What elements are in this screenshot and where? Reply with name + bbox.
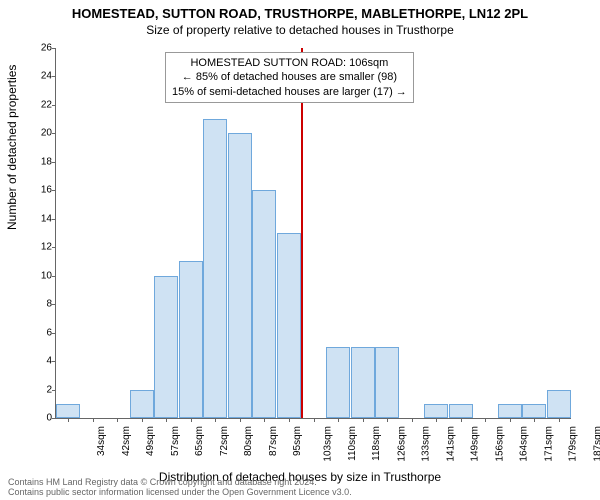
x-tick-label: 141sqm (445, 426, 456, 462)
annotation-line-1: HOMESTEAD SUTTON ROAD: 106sqm (172, 56, 407, 70)
x-tick-label: 110sqm (346, 426, 357, 461)
x-tick-mark (436, 418, 437, 422)
y-tick-mark (52, 418, 56, 419)
x-tick-mark (240, 418, 241, 422)
x-tick-label: 49sqm (145, 426, 156, 456)
chart-container: HOMESTEAD, SUTTON ROAD, TRUSTHORPE, MABL… (0, 0, 600, 500)
y-tick-label: 20 (30, 128, 52, 139)
y-tick-mark (52, 76, 56, 77)
y-tick-label: 10 (30, 270, 52, 281)
x-tick-label: 133sqm (421, 426, 432, 462)
x-tick-mark (461, 418, 462, 422)
x-tick-label: 126sqm (396, 426, 407, 462)
footer-line-2: Contains public sector information licen… (8, 488, 600, 498)
x-tick-label: 34sqm (96, 426, 107, 456)
y-tick-mark (52, 190, 56, 191)
y-tick-mark (52, 390, 56, 391)
y-tick-label: 16 (30, 185, 52, 196)
x-tick-mark (338, 418, 339, 422)
y-tick-mark (52, 247, 56, 248)
y-tick-label: 2 (30, 384, 52, 395)
y-tick-label: 4 (30, 356, 52, 367)
y-tick-mark (52, 133, 56, 134)
x-tick-mark (559, 418, 560, 422)
y-tick-label: 22 (30, 99, 52, 110)
histogram-bar (179, 261, 203, 418)
x-tick-label: 80sqm (243, 426, 254, 456)
histogram-bar (449, 404, 473, 418)
histogram-bar (203, 119, 227, 418)
y-tick-mark (52, 48, 56, 49)
x-tick-label: 42sqm (121, 426, 132, 456)
histogram-bar (154, 276, 178, 418)
x-tick-label: 179sqm (568, 426, 579, 462)
histogram-bar (351, 347, 375, 418)
x-tick-mark (534, 418, 535, 422)
x-tick-label: 72sqm (219, 426, 230, 456)
x-tick-mark (93, 418, 94, 422)
x-tick-mark (264, 418, 265, 422)
histogram-bar (130, 390, 154, 418)
x-tick-mark (191, 418, 192, 422)
x-tick-mark (510, 418, 511, 422)
chart-title: HOMESTEAD, SUTTON ROAD, TRUSTHORPE, MABL… (0, 0, 600, 21)
annotation-box: HOMESTEAD SUTTON ROAD: 106sqm ← 85% of d… (165, 52, 414, 103)
y-tick-label: 6 (30, 327, 52, 338)
histogram-bar (547, 390, 571, 418)
histogram-bar (228, 133, 252, 418)
y-tick-label: 0 (30, 413, 52, 424)
y-tick-label: 8 (30, 299, 52, 310)
histogram-bar (375, 347, 399, 418)
x-tick-label: 171sqm (543, 426, 554, 462)
x-tick-label: 149sqm (470, 426, 481, 462)
x-tick-label: 103sqm (323, 426, 334, 462)
x-tick-label: 57sqm (170, 426, 181, 456)
y-tick-mark (52, 276, 56, 277)
histogram-bar (252, 190, 276, 418)
histogram-bar (326, 347, 350, 418)
x-tick-mark (363, 418, 364, 422)
x-tick-mark (314, 418, 315, 422)
x-tick-label: 156sqm (494, 426, 505, 462)
x-tick-label: 164sqm (519, 426, 530, 462)
x-tick-label: 118sqm (371, 426, 382, 461)
y-tick-mark (52, 219, 56, 220)
histogram-bar (56, 404, 80, 418)
x-tick-mark (117, 418, 118, 422)
chart-subtitle: Size of property relative to detached ho… (0, 21, 600, 37)
y-tick-label: 12 (30, 242, 52, 253)
y-tick-mark (52, 304, 56, 305)
marker-line (301, 48, 303, 418)
chart-area: 0246810121416182022242634sqm42sqm49sqm57… (55, 48, 570, 418)
y-tick-label: 18 (30, 156, 52, 167)
y-tick-mark (52, 105, 56, 106)
y-axis-label: Number of detached properties (5, 65, 19, 230)
footer-attribution: Contains HM Land Registry data © Crown c… (8, 478, 600, 498)
x-tick-label: 187sqm (592, 426, 600, 462)
x-tick-label: 95sqm (292, 426, 303, 456)
x-tick-mark (289, 418, 290, 422)
x-tick-mark (387, 418, 388, 422)
y-tick-label: 14 (30, 213, 52, 224)
histogram-bar (522, 404, 546, 418)
plot-area: 0246810121416182022242634sqm42sqm49sqm57… (55, 48, 571, 419)
histogram-bar (498, 404, 522, 418)
annotation-line-3: 15% of semi-detached houses are larger (… (172, 85, 407, 99)
y-tick-mark (52, 333, 56, 334)
annotation-line-2: ← 85% of detached houses are smaller (98… (172, 70, 407, 84)
x-tick-mark (485, 418, 486, 422)
x-tick-label: 65sqm (194, 426, 205, 456)
x-tick-mark (142, 418, 143, 422)
histogram-bar (424, 404, 448, 418)
x-tick-mark (215, 418, 216, 422)
y-tick-label: 26 (30, 43, 52, 54)
y-tick-mark (52, 162, 56, 163)
x-tick-mark (166, 418, 167, 422)
histogram-bar (277, 233, 301, 418)
x-tick-mark (68, 418, 69, 422)
y-tick-mark (52, 361, 56, 362)
x-tick-mark (412, 418, 413, 422)
y-tick-label: 24 (30, 71, 52, 82)
x-tick-label: 87sqm (268, 426, 279, 456)
